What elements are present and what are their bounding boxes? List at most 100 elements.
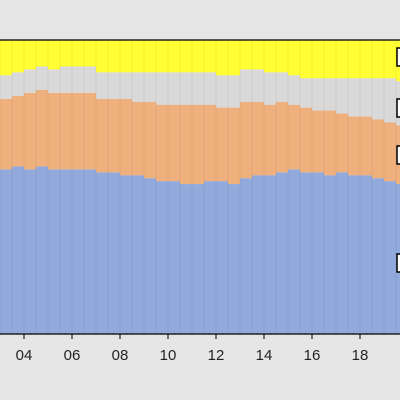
area-segment-series-3 (288, 40, 301, 76)
area-segment-series-3 (120, 40, 133, 73)
area-segment-series-3 (192, 40, 205, 73)
area-segment-series-0 (216, 181, 229, 334)
area-segment-series-3 (144, 40, 157, 73)
area-segment-series-0 (192, 184, 205, 334)
area-segment-series-1 (324, 110, 337, 176)
area-segment-series-3 (324, 40, 337, 79)
area-segment-series-1 (216, 107, 229, 182)
x-axis-ticks (23, 334, 361, 339)
area-segment-series-3 (384, 40, 397, 79)
area-segment-series-1 (360, 116, 373, 176)
x-axis-tick-labels: 040608101214161820 (16, 347, 400, 364)
area-segment-series-2 (156, 72, 169, 105)
area-segment-series-3 (240, 40, 253, 70)
area-segment-series-3 (264, 40, 277, 73)
area-segment-series-3 (372, 40, 385, 79)
area-segment-series-0 (72, 169, 85, 334)
area-segment-series-1 (108, 98, 121, 173)
chart-marks (0, 40, 400, 334)
area-segment-series-2 (276, 72, 289, 102)
area-segment-series-2 (336, 78, 349, 114)
area-segment-series-0 (252, 175, 265, 334)
area-segment-series-3 (24, 40, 37, 70)
area-segment-series-2 (168, 72, 181, 105)
area-segment-series-1 (312, 110, 325, 173)
area-segment-series-3 (252, 40, 265, 70)
area-segment-series-0 (36, 166, 49, 334)
area-segment-series-1 (156, 104, 169, 182)
area-segment-series-1 (60, 92, 73, 170)
area-segment-series-2 (72, 66, 85, 93)
legend-box-series-2 (396, 98, 400, 118)
area-segment-series-1 (144, 101, 157, 179)
area-segment-series-1 (48, 92, 61, 170)
x-tick-label: 06 (64, 347, 81, 364)
area-segment-series-2 (288, 75, 301, 105)
area-segment-series-0 (348, 175, 361, 334)
area-segment-series-3 (156, 40, 169, 73)
area-segment-series-1 (336, 113, 349, 173)
area-segment-series-1 (276, 101, 289, 173)
area-segment-series-1 (264, 104, 277, 176)
area-segment-series-0 (84, 169, 97, 334)
x-tick-label: 10 (160, 347, 177, 364)
area-segment-series-1 (132, 101, 145, 176)
area-segment-series-2 (60, 66, 73, 93)
area-segment-series-1 (120, 98, 133, 176)
area-segment-series-1 (228, 107, 241, 185)
area-segment-series-1 (372, 119, 385, 179)
area-segment-series-2 (48, 69, 61, 93)
area-segment-series-2 (264, 72, 277, 105)
area-segment-series-0 (60, 169, 73, 334)
area-segment-series-2 (132, 72, 145, 102)
area-segment-series-2 (120, 72, 133, 99)
area-segment-series-3 (36, 40, 49, 67)
x-tick-label: 08 (112, 347, 129, 364)
area-segment-series-2 (24, 69, 37, 93)
area-segment-series-3 (348, 40, 361, 79)
area-segment-series-2 (192, 72, 205, 105)
area-segment-series-3 (276, 40, 289, 73)
area-segment-series-2 (180, 72, 193, 105)
legend-box-series-1 (396, 145, 400, 165)
area-segment-series-2 (84, 66, 97, 93)
area-segment-series-1 (348, 116, 361, 176)
area-segment-series-0 (204, 181, 217, 334)
area-segment-series-1 (0, 98, 13, 170)
area-segment-series-2 (372, 78, 385, 120)
area-segment-series-1 (240, 101, 253, 179)
area-segment-series-0 (144, 178, 157, 334)
area-segment-series-3 (216, 40, 229, 76)
area-segment-series-2 (144, 72, 157, 102)
area-segment-series-2 (108, 72, 121, 99)
area-segment-series-0 (360, 175, 373, 334)
area-segment-series-0 (24, 169, 37, 334)
x-tick-label: 04 (16, 347, 33, 364)
area-segment-series-3 (228, 40, 241, 76)
area-segment-series-2 (360, 78, 373, 117)
area-segment-series-1 (24, 92, 37, 170)
area-segment-series-1 (168, 104, 181, 182)
area-segment-series-0 (96, 172, 109, 334)
area-segment-series-0 (384, 181, 397, 334)
area-segment-series-0 (12, 166, 25, 334)
area-segment-series-2 (324, 78, 337, 111)
area-segment-series-1 (36, 89, 49, 167)
area-segment-series-0 (336, 172, 349, 334)
area-segment-series-1 (72, 92, 85, 170)
area-segment-series-3 (72, 40, 85, 67)
x-tick-label: 16 (304, 347, 321, 364)
area-segment-series-0 (264, 175, 277, 334)
area-segment-series-0 (276, 172, 289, 334)
area-segment-series-0 (288, 169, 301, 334)
area-segment-series-0 (324, 175, 337, 334)
area-segment-series-0 (300, 172, 313, 334)
area-segment-series-1 (84, 92, 97, 170)
legend-box-series-3 (396, 47, 400, 67)
x-tick-label: 18 (352, 347, 369, 364)
area-segment-series-0 (132, 175, 145, 334)
area-segment-series-1 (252, 101, 265, 176)
area-segment-series-2 (312, 78, 325, 111)
